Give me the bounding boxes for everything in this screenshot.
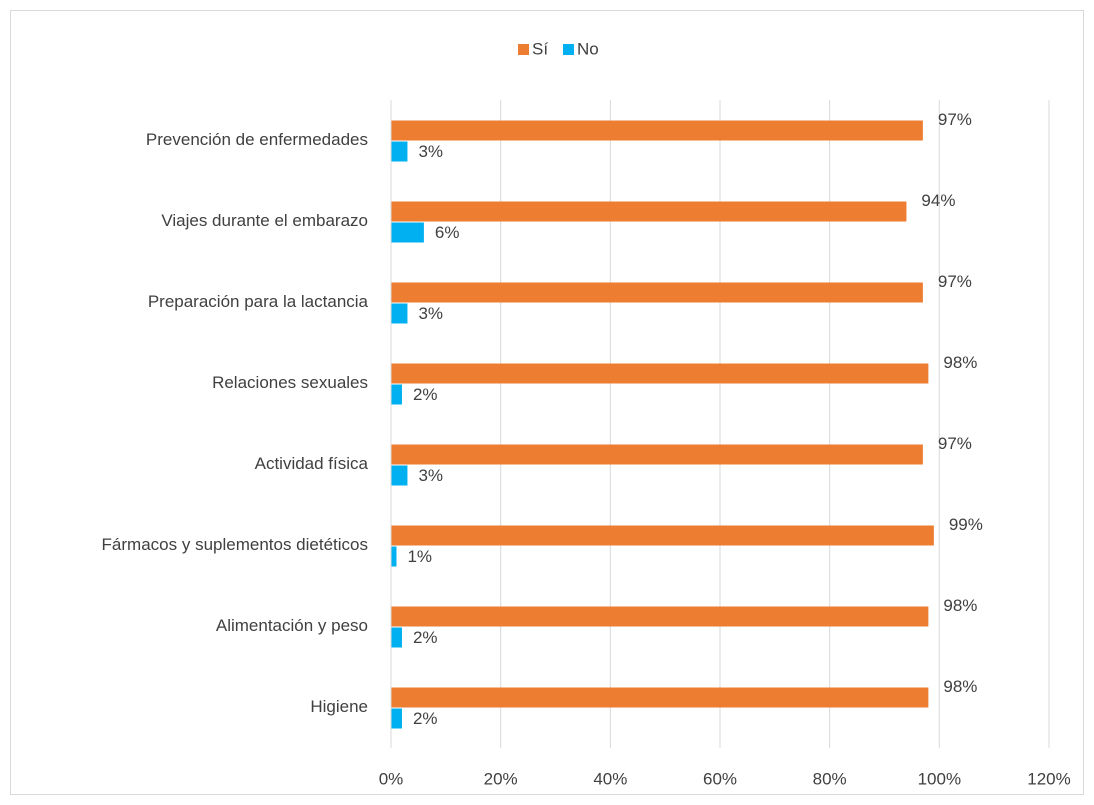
x-tick-label: 0%	[379, 769, 404, 788]
bar	[391, 120, 923, 141]
y-tick-label: Viajes durante el embarazo	[161, 211, 368, 230]
bar	[391, 384, 402, 405]
data-label: 98%	[943, 596, 977, 615]
data-label: 98%	[943, 353, 977, 372]
bar	[391, 363, 929, 384]
data-label: 3%	[418, 304, 443, 323]
bar	[391, 606, 929, 627]
bar	[391, 222, 424, 243]
data-label: 3%	[418, 142, 443, 161]
data-label: 97%	[938, 272, 972, 291]
y-tick-label: Actividad física	[255, 454, 369, 473]
bar	[391, 708, 402, 729]
y-tick-label: Preparación para la lactancia	[148, 292, 369, 311]
bar	[391, 201, 907, 222]
bar	[391, 303, 408, 324]
chart-frame	[10, 10, 1084, 795]
bar	[391, 546, 397, 567]
data-label: 1%	[407, 547, 432, 566]
y-tick-label: Fármacos y suplementos dietéticos	[102, 535, 368, 554]
data-label: 97%	[938, 110, 972, 129]
bar	[391, 465, 408, 486]
legend-swatch	[518, 44, 529, 55]
x-tick-label: 80%	[813, 769, 847, 788]
x-tick-label: 120%	[1027, 769, 1070, 788]
bar	[391, 687, 929, 708]
y-tick-label: Alimentación y peso	[216, 616, 368, 635]
bar	[391, 525, 934, 546]
bar	[391, 141, 408, 162]
legend-label: Sí	[532, 39, 548, 58]
y-tick-label: Higiene	[310, 697, 368, 716]
legend-label: No	[577, 39, 599, 58]
x-tick-label: 20%	[484, 769, 518, 788]
data-label: 2%	[413, 709, 438, 728]
y-tick-label: Relaciones sexuales	[212, 373, 368, 392]
data-label: 98%	[943, 677, 977, 696]
data-label: 3%	[418, 466, 443, 485]
data-label: 94%	[921, 191, 955, 210]
x-tick-label: 100%	[918, 769, 961, 788]
x-tick-label: 40%	[593, 769, 627, 788]
x-tick-label: 60%	[703, 769, 737, 788]
bar	[391, 627, 402, 648]
data-label: 97%	[938, 434, 972, 453]
bar	[391, 444, 923, 465]
data-label: 2%	[413, 628, 438, 647]
legend-swatch	[563, 44, 574, 55]
data-label: 99%	[949, 515, 983, 534]
data-label: 6%	[435, 223, 460, 242]
y-tick-label: Prevención de enfermedades	[146, 130, 368, 149]
bar	[391, 282, 923, 303]
data-label: 2%	[413, 385, 438, 404]
